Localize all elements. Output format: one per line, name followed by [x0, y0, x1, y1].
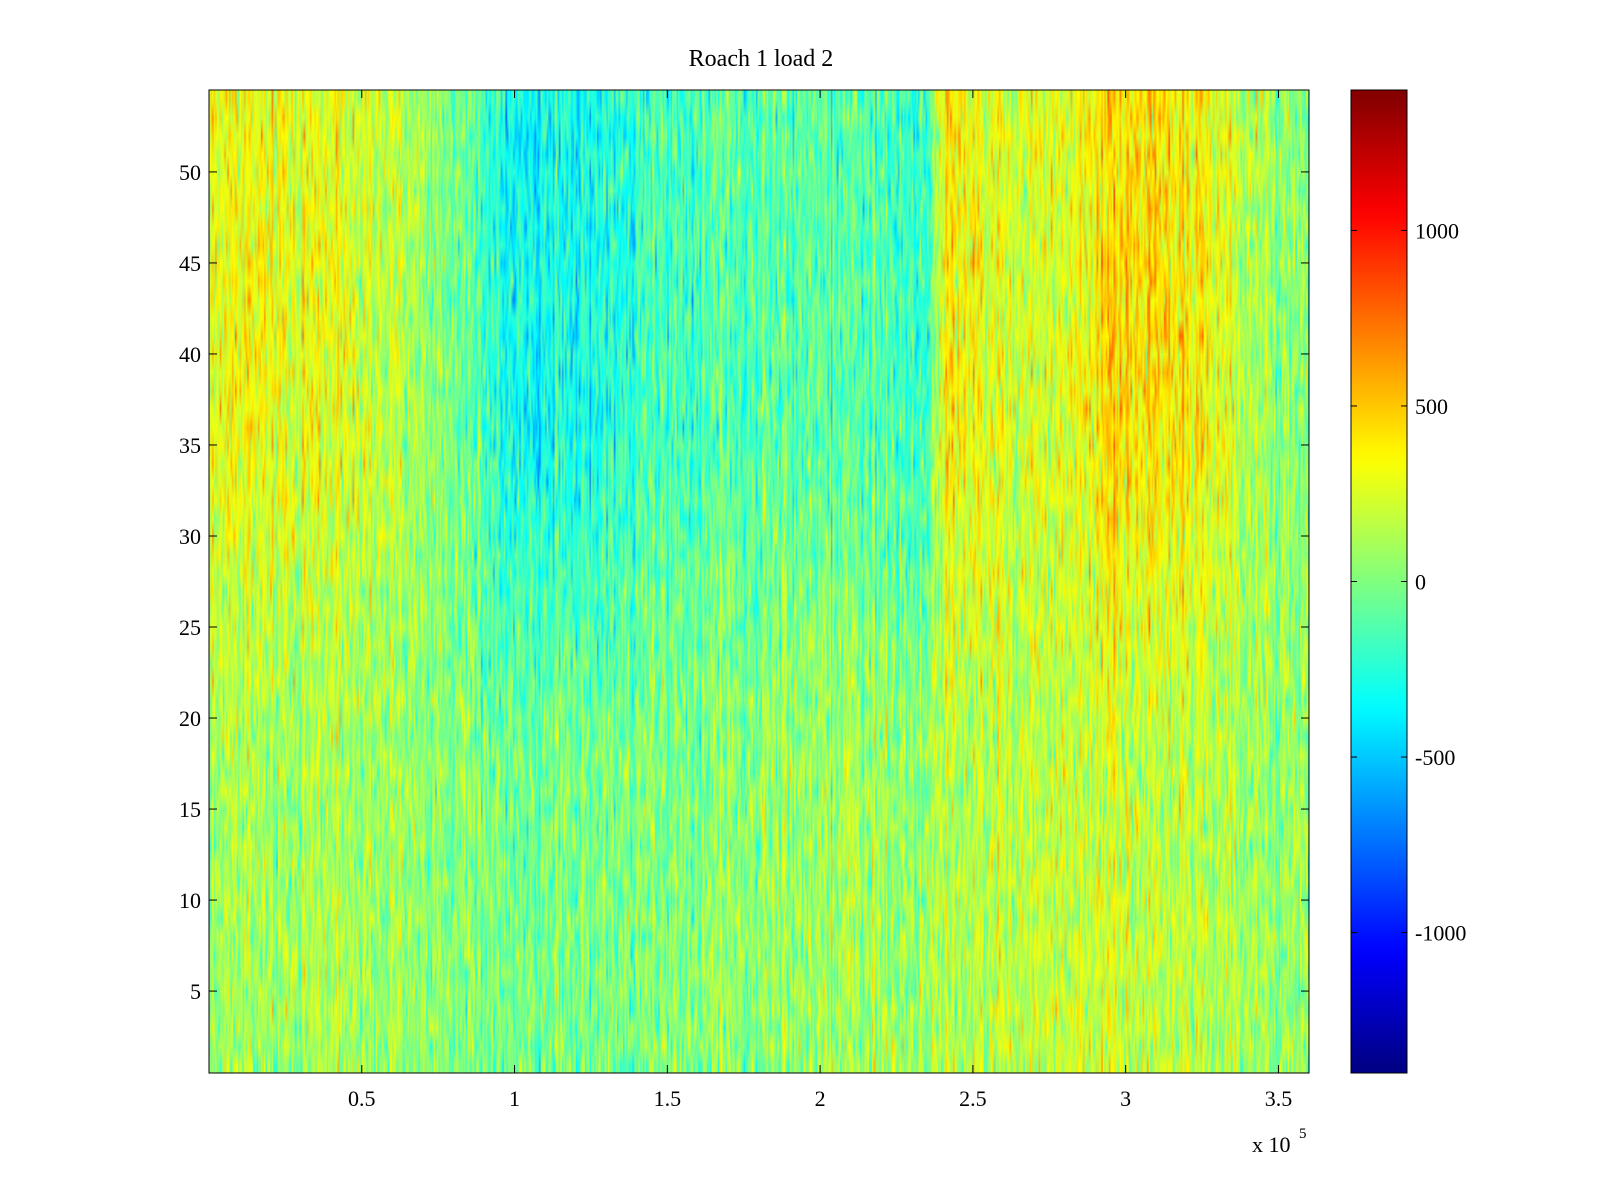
y-tick-label: 20 — [179, 706, 201, 731]
x-tick-label: 3.5 — [1265, 1086, 1293, 1111]
x-axis: 0.5 1 1.5 2 2.5 3 3.5 — [348, 90, 1292, 1111]
colorbar-tick-label: 0 — [1415, 570, 1426, 595]
chart-title: Roach 1 load 2 — [689, 46, 834, 72]
y-tick-label: 35 — [179, 433, 201, 458]
colorbar-tick-label: 500 — [1415, 394, 1448, 419]
y-tick-label: 25 — [179, 615, 201, 640]
y-tick-label: 40 — [179, 342, 201, 367]
y-tick-label: 5 — [190, 979, 201, 1004]
x-multiplier-exponent: 5 — [1299, 1126, 1307, 1142]
plot-area: 0.5 1 1.5 2 2.5 3 3.5 5 10 15 20 25 30 35 40 45 50 x 10… — [179, 89, 1310, 1157]
y-tick-label: 50 — [179, 160, 201, 185]
colorbar-tick-label: -1000 — [1415, 921, 1466, 946]
colorbar-axis: -1000 -500 0 500 1000 — [1351, 218, 1466, 946]
x-tick-label: 3 — [1120, 1086, 1131, 1111]
x-axis-multiplier: x 10 5 — [1252, 1126, 1307, 1157]
y-tick-label: 45 — [179, 251, 201, 276]
x-tick-label: 0.5 — [348, 1086, 376, 1111]
y-tick-label: 30 — [179, 524, 201, 549]
x-tick-label: 2 — [815, 1086, 826, 1111]
y-tick-label: 15 — [179, 797, 201, 822]
colorbar-gradient — [1351, 90, 1407, 1073]
heatmap-image — [209, 90, 1309, 1073]
plot-frame — [208, 89, 1310, 1074]
x-tick-label: 1.5 — [654, 1086, 682, 1111]
colorbar-tick-label: 1000 — [1415, 218, 1459, 243]
y-tick-label: 10 — [179, 888, 201, 913]
x-tick-label: 2.5 — [959, 1086, 987, 1111]
y-axis: 5 10 15 20 25 30 35 40 45 50 — [179, 160, 1309, 1004]
colorbar-tick-label: -500 — [1415, 745, 1455, 770]
x-multiplier-base: x 10 — [1252, 1132, 1291, 1157]
colorbar: -1000 -500 0 500 1000 — [1350, 89, 1466, 1074]
x-tick-label: 1 — [509, 1086, 520, 1111]
